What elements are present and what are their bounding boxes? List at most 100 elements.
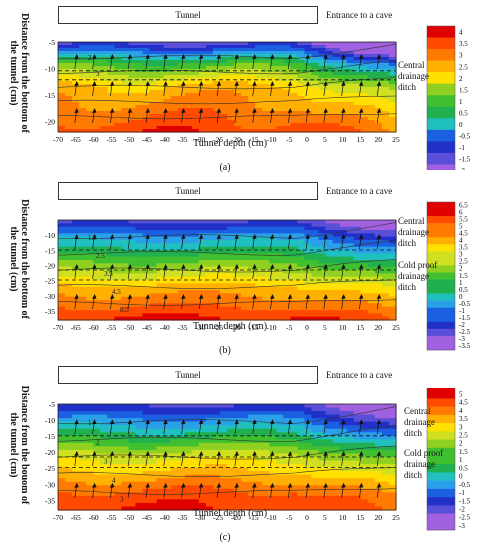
field-cell [149,256,158,261]
field-cell [142,75,151,79]
field-cell [360,253,369,258]
field-cell [304,51,313,55]
field-cell [163,96,172,100]
field-cell [325,411,334,416]
field-cell [367,114,376,118]
field-cell [276,296,284,301]
field-cell [107,108,115,112]
flow-arrow-head [323,108,328,113]
y-tick-label: -30 [45,480,55,489]
field-cell [367,293,376,298]
field-cell [269,256,277,261]
field-cell [58,270,66,274]
field-cell [149,243,158,248]
field-cell [241,75,249,79]
field-cell [339,129,348,133]
field-cell [262,310,270,314]
field-cell [374,457,383,462]
field-cell [212,283,221,288]
field-cell [121,243,130,248]
field-cell [149,471,158,476]
field-cell [241,316,249,321]
field-cell [205,99,214,103]
field-cell [227,286,235,291]
field-cell [339,270,348,274]
field-cell [170,256,179,261]
field-cell [58,243,66,248]
field-cell [234,310,242,314]
field-cell [93,230,101,234]
field-cell [248,266,256,271]
field-cell [191,499,200,504]
field-cell [325,404,334,409]
field-cell [65,230,73,234]
field-cell [360,270,369,274]
field-cell [353,442,362,447]
field-cell [304,464,313,469]
field-cell [248,499,256,504]
field-cell [346,457,355,462]
field-cell [276,481,284,486]
field-cell [332,230,341,234]
colorbar-frame [426,25,456,170]
field-cell [205,506,214,511]
field-cell [311,114,320,118]
flow-arrow-head [127,264,133,269]
field-cell [163,442,172,447]
field-cell [135,54,144,58]
field-cell [311,93,320,97]
field-cell [191,506,200,511]
field-cell [283,421,291,426]
field-cell [346,273,355,278]
field-cell [149,460,158,465]
field-cell [227,300,235,304]
field-cell [219,449,228,455]
field-cell [367,457,376,462]
field-cell [227,280,235,284]
field-cell [346,421,355,426]
field-cell [198,404,207,409]
field-cell [114,460,122,465]
field-cell [170,102,179,106]
field-cell [318,464,327,469]
field-cell [149,42,158,46]
field-cell [332,63,341,67]
field-cell [346,123,355,127]
field-cell [170,457,179,462]
field-cell [198,75,207,79]
field-cell [269,286,277,291]
field-cell [248,60,256,64]
field-cell [219,471,228,476]
field-cell [255,411,263,416]
field-cell [255,90,263,94]
field-cell [283,418,291,423]
field-cell [339,60,348,64]
colorbar-swatch [427,265,455,273]
field-cell [100,253,108,258]
field-cell [374,481,383,486]
field-cell [205,306,214,311]
field-cell [381,414,390,419]
field-cell [72,286,80,291]
field-cell [255,276,263,281]
field-cell [262,220,270,224]
field-cell [93,260,101,264]
field-cell [304,226,313,231]
field-cell [86,96,94,100]
field-cell [248,246,256,251]
field-cell [170,442,179,447]
field-cell [276,54,284,58]
flow-arrow-head [305,264,311,269]
field-cell [212,250,221,254]
field-cell [58,442,66,447]
field-cell [276,96,284,100]
field-cell [290,310,299,314]
field-cell [121,253,130,258]
field-cell [107,93,115,97]
field-cell [311,90,320,94]
colorbar-label: 0.5 [459,286,468,294]
field-cell [72,51,80,55]
field-cell [311,51,320,55]
field-cell [58,506,66,511]
field-cell [255,478,263,483]
